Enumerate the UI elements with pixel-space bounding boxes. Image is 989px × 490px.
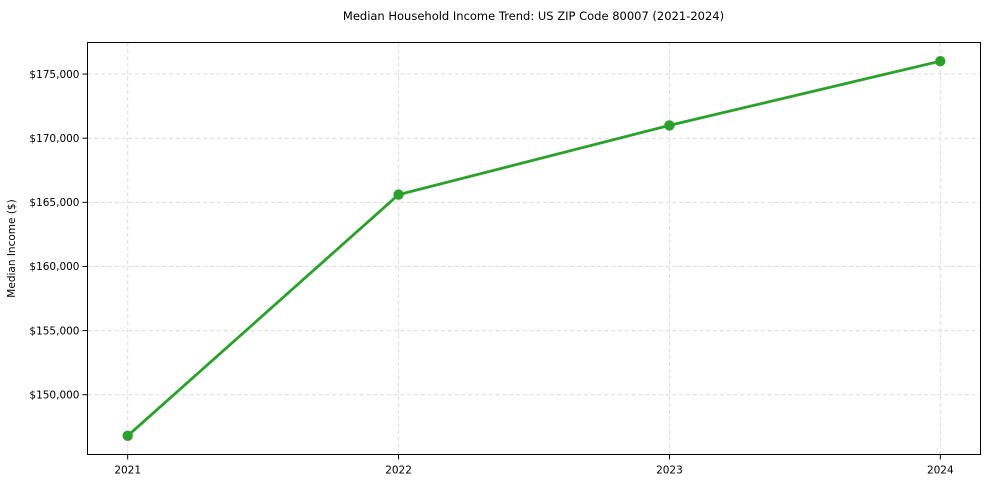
y-axis-label: Median Income ($)	[6, 199, 18, 297]
y-tick-label: $150,000	[29, 389, 79, 401]
x-tick-label: 2024	[927, 465, 954, 477]
data-point-2024	[935, 56, 946, 67]
y-tick-label: $175,000	[29, 69, 79, 81]
x-tick-label: 2023	[656, 465, 683, 477]
data-point-2022	[393, 189, 404, 200]
data-point-2023	[664, 120, 675, 131]
data-point-2021	[122, 430, 133, 441]
y-tick-label: $170,000	[29, 133, 79, 145]
y-tick-label: $155,000	[29, 325, 79, 337]
y-tick-label: $160,000	[29, 261, 79, 273]
chart-title: Median Household Income Trend: US ZIP Co…	[342, 9, 725, 23]
x-tick-label: 2022	[385, 465, 412, 477]
x-tick-label: 2021	[114, 465, 141, 477]
y-tick-label: $165,000	[29, 197, 79, 209]
plot-border	[87, 42, 981, 455]
trend-line	[126, 59, 942, 438]
